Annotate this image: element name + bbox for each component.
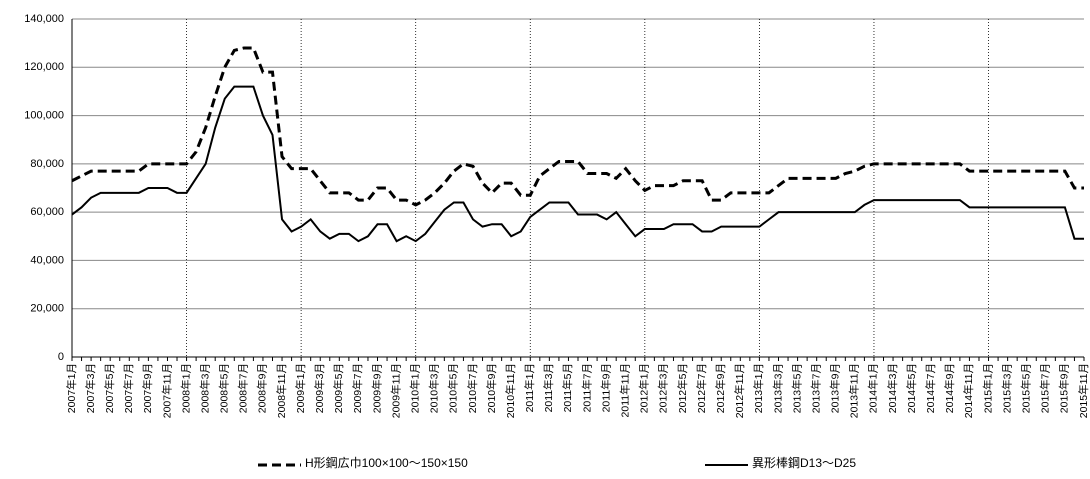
x-tick-label: 2010年7月 [466, 363, 479, 413]
x-tick-label: 2015年1月 [981, 363, 994, 413]
x-tick-label: 2013年11月 [848, 363, 861, 418]
x-tick-label: 2010年3月 [428, 363, 441, 413]
x-tick-label: 2012年9月 [714, 363, 727, 413]
x-tick-label: 2007年11月 [160, 363, 173, 418]
x-tick-label: 2012年7月 [695, 363, 708, 413]
x-tick-label: 2013年7月 [809, 363, 822, 413]
x-tick-label: 2011年3月 [542, 363, 555, 412]
legend-label: 異形棒鋼D13～D25 [752, 456, 856, 470]
x-tick-label: 2008年3月 [198, 363, 211, 413]
x-tick-label: 2011年5月 [561, 363, 574, 412]
x-tick-label: 2012年1月 [638, 363, 651, 413]
x-tick-label: 2011年11月 [619, 363, 632, 417]
x-tick-label: 2015年3月 [1000, 363, 1013, 413]
x-tick-label: 2011年1月 [523, 363, 536, 412]
x-tick-label: 2011年9月 [599, 363, 612, 412]
y-tick-label: 0 [58, 351, 64, 363]
x-tick-label: 2010年5月 [447, 363, 460, 413]
x-tick-label: 2008年7月 [237, 363, 250, 413]
x-tick-label: 2009年11月 [389, 363, 402, 418]
x-tick-label: 2013年3月 [771, 363, 784, 413]
x-tick-label: 2012年5月 [676, 363, 689, 413]
x-tick-label: 2007年7月 [122, 363, 135, 413]
x-tick-label: 2009年5月 [332, 363, 345, 413]
x-tick-label: 2012年3月 [657, 363, 670, 413]
y-tick-label: 60,000 [30, 206, 64, 218]
x-tick-label: 2009年9月 [370, 363, 383, 413]
x-tick-label: 2013年1月 [752, 363, 765, 413]
x-tick-label: 2010年9月 [485, 363, 498, 413]
x-tick-label: 2007年3月 [84, 363, 97, 413]
x-tick-label: 2015年11月 [1077, 363, 1090, 418]
x-tick-label: 2008年5月 [218, 363, 231, 413]
x-tick-label: 2014年5月 [905, 363, 918, 413]
y-tick-label: 120,000 [24, 61, 64, 73]
x-tick-label: 2015年5月 [1019, 363, 1032, 413]
x-tick-label: 2010年11月 [504, 363, 517, 418]
series-line [71, 85, 1084, 243]
x-tick-label: 2007年1月 [65, 363, 78, 413]
y-tick-label: 20,000 [30, 303, 64, 315]
x-tick-label: 2014年3月 [886, 363, 899, 413]
x-tick-label: 2008年9月 [256, 363, 269, 413]
x-tick-label: 2014年7月 [924, 363, 937, 413]
x-tick-label: 2009年3月 [313, 363, 326, 413]
y-tick-label: 40,000 [30, 254, 64, 266]
x-tick-label: 2013年9月 [829, 363, 842, 413]
x-tick-label: 2007年9月 [141, 363, 154, 413]
x-tick-label: 2012年11月 [733, 363, 746, 418]
x-tick-label: 2011年7月 [580, 363, 593, 412]
x-tick-label: 2008年11月 [275, 363, 288, 418]
x-tick-label: 2009年1月 [294, 363, 307, 413]
legend-label: H形鋼広巾100×100～150×150 [305, 456, 468, 470]
x-tick-label: 2015年7月 [1039, 363, 1052, 413]
x-tick-label: 2014年1月 [867, 363, 880, 413]
x-tick-label: 2009年7月 [351, 363, 364, 413]
x-tick-label: 2010年1月 [408, 363, 421, 413]
y-tick-label: 80,000 [30, 158, 64, 170]
x-tick-label: 2008年1月 [179, 363, 192, 413]
series-line [71, 46, 1084, 207]
x-tick-label: 2007年5月 [103, 363, 116, 413]
x-tick-label: 2015年9月 [1058, 363, 1071, 413]
y-tick-label: 140,000 [24, 13, 64, 25]
x-tick-label: 2014年9月 [943, 363, 956, 413]
x-tick-label: 2014年11月 [962, 363, 975, 418]
y-tick-label: 100,000 [24, 109, 64, 121]
x-tick-label: 2013年5月 [790, 363, 803, 413]
